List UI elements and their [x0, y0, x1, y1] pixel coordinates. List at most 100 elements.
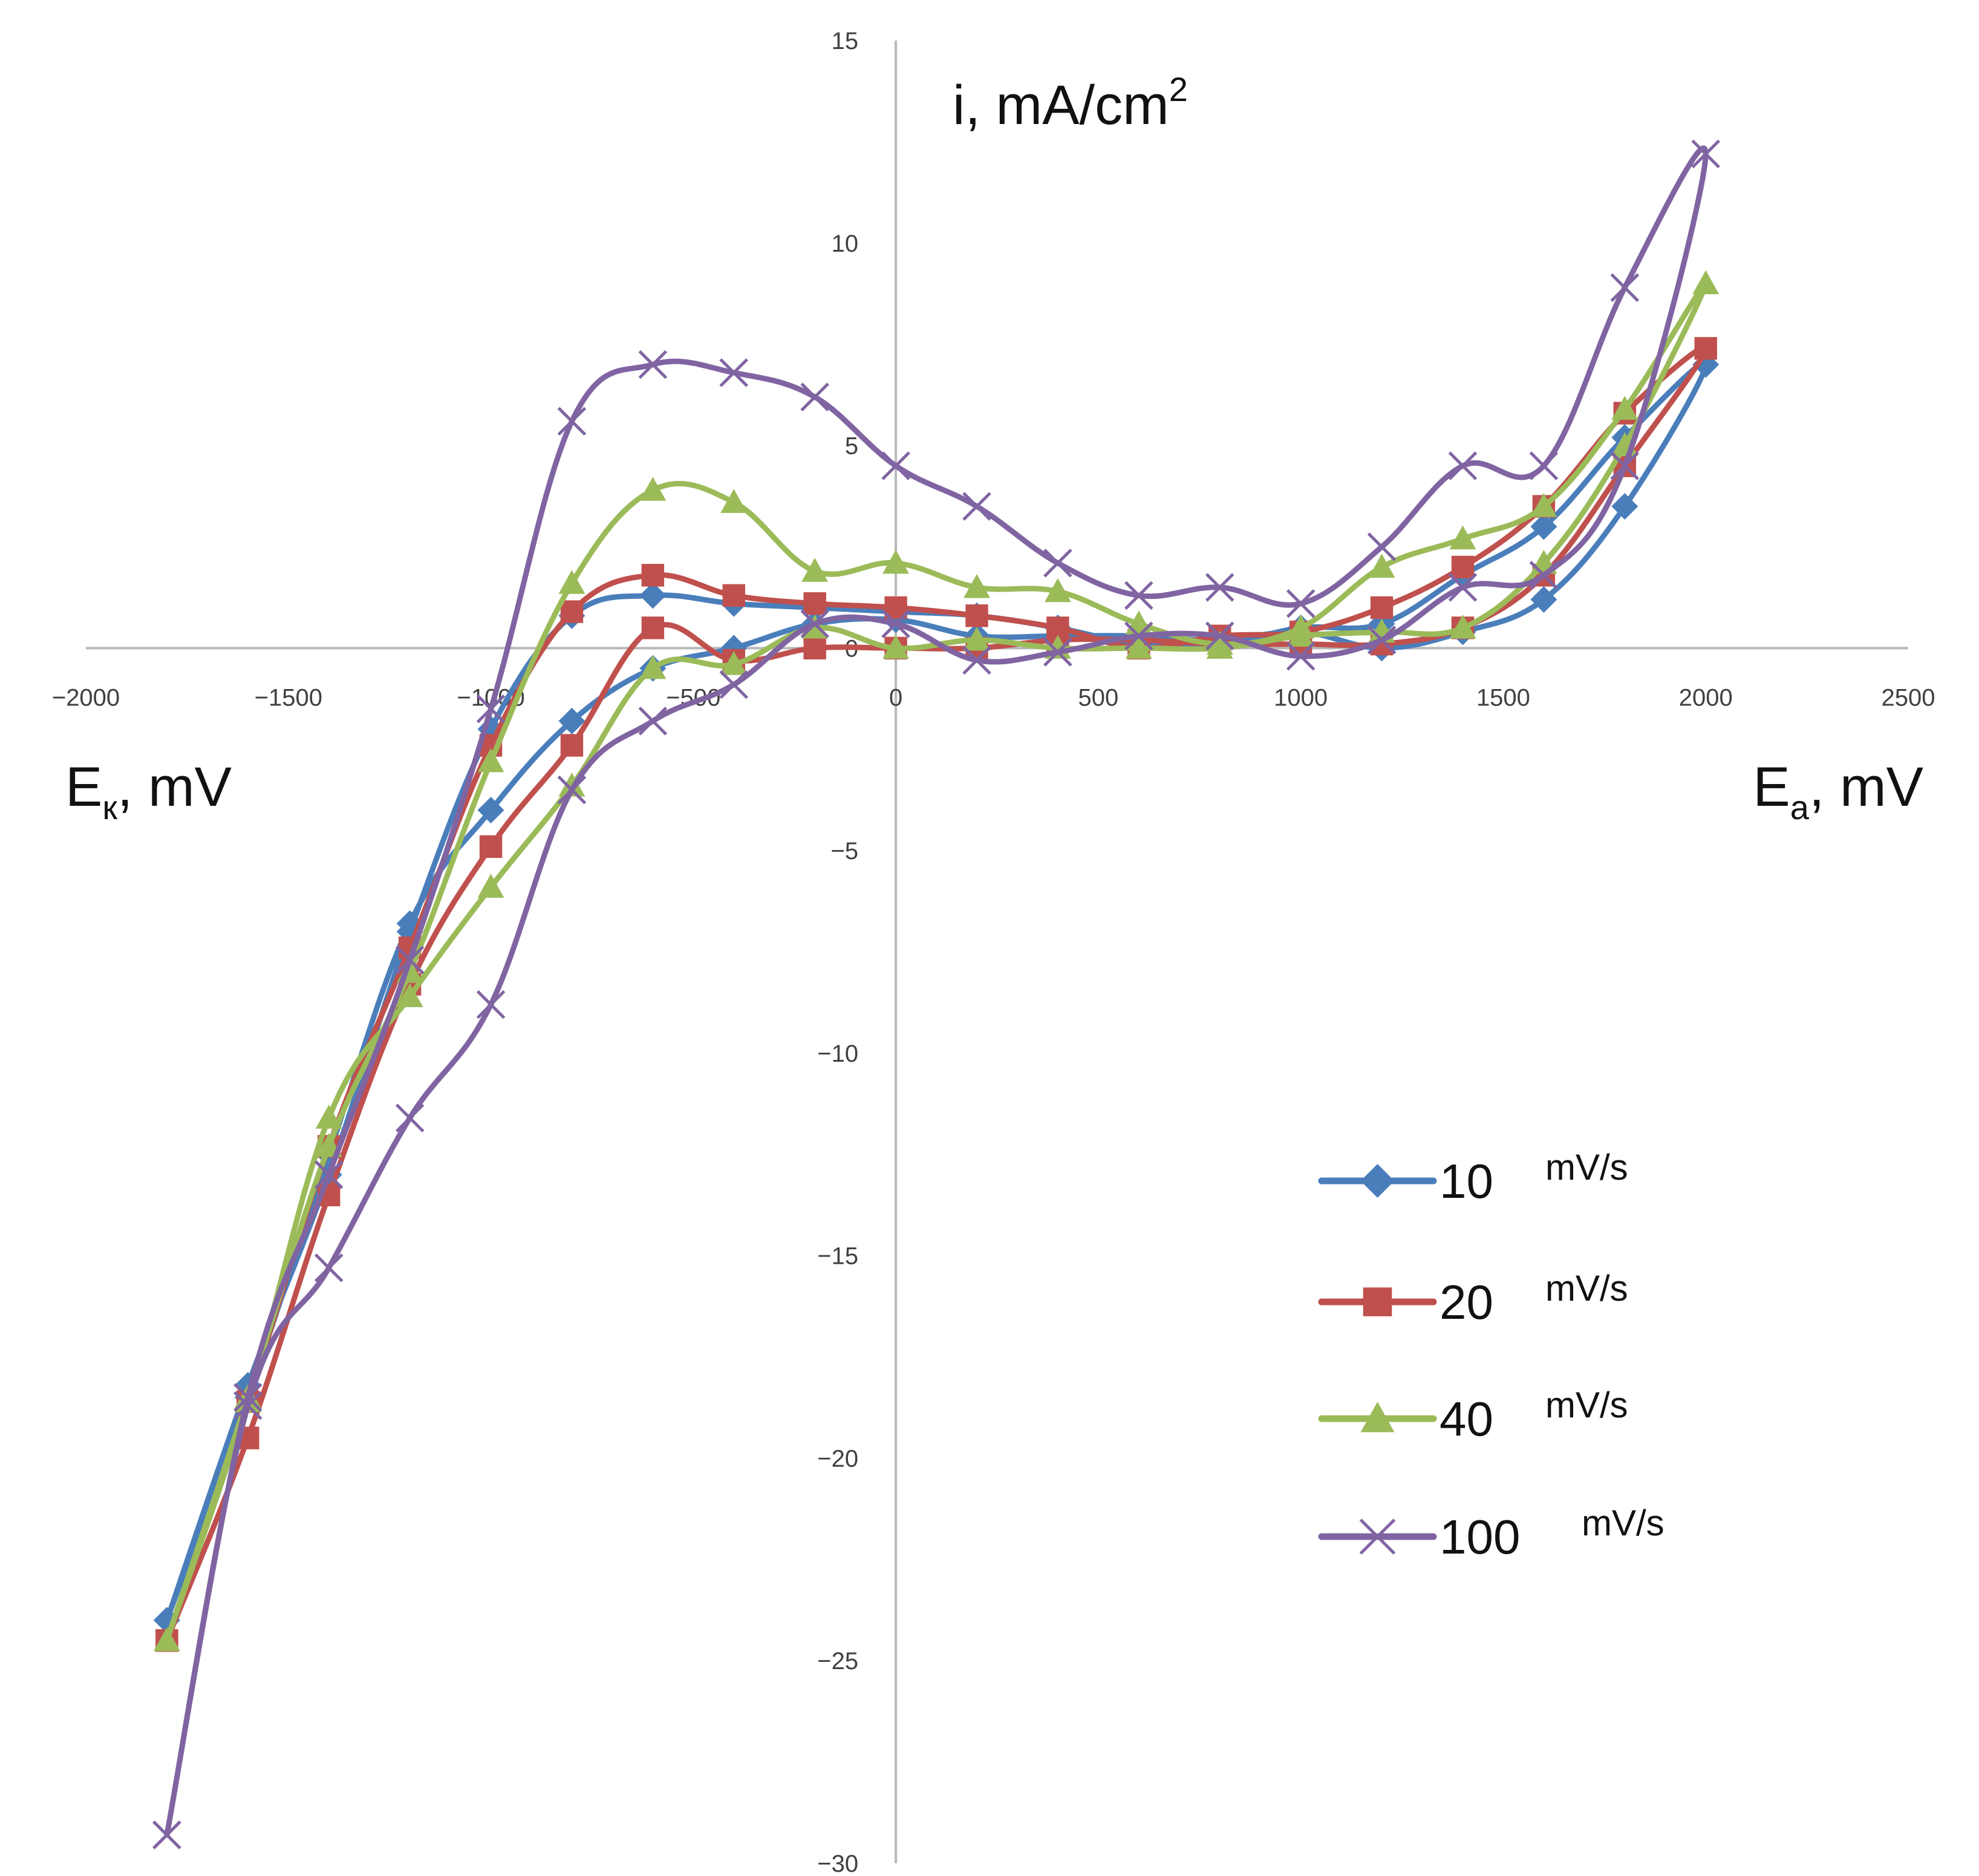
data-point-10: [558, 707, 585, 734]
data-point-100: [1367, 626, 1397, 655]
data-point-20: [479, 835, 503, 858]
data-point-20: [803, 592, 826, 615]
data-point-20: [641, 564, 665, 587]
legend-label-20: 20: [1439, 1275, 1493, 1329]
data-point-20: [1370, 596, 1394, 619]
series-layer: [152, 139, 1720, 1849]
data-point-40: [720, 651, 748, 675]
data-point-100: [1529, 451, 1559, 480]
data-point-100: [476, 990, 506, 1019]
data-point-40: [396, 983, 423, 1007]
x-tick-label: 500: [1078, 684, 1119, 711]
data-point-20: [560, 734, 584, 757]
data-point-100: [395, 1103, 425, 1132]
y-tick-label: 15: [832, 28, 859, 54]
x-tick-label: 2000: [1679, 684, 1733, 711]
data-point-100: [1448, 573, 1478, 602]
data-point-40: [1449, 525, 1476, 550]
data-point-20: [560, 600, 584, 623]
x-axis-label-cathodic: Eк, mV: [65, 756, 232, 826]
data-point-40: [639, 477, 667, 501]
data-point-100: [1610, 273, 1640, 302]
y-tick-label: −25: [817, 1648, 858, 1675]
data-point-40: [1125, 635, 1152, 659]
legend-marker-40: [1360, 1402, 1395, 1433]
legend-marker-100: [1359, 1518, 1396, 1555]
data-point-100: [1529, 561, 1559, 590]
data-point-10: [1530, 586, 1557, 613]
data-point-40: [1368, 554, 1395, 578]
y-tick-label: −30: [817, 1851, 858, 1876]
data-point-10: [1530, 513, 1557, 540]
data-point-100: [1124, 581, 1153, 610]
data-point-100: [881, 451, 910, 480]
data-point-100: [962, 645, 991, 675]
legend-item-20: 20 mV/s: [1318, 1268, 1628, 1329]
data-point-100: [1448, 451, 1478, 480]
data-point-100: [719, 670, 749, 699]
data-point-40: [1044, 578, 1071, 603]
x-tick-label: 1500: [1476, 684, 1530, 711]
series-line-100: [164, 145, 1709, 1838]
data-point-40: [315, 1105, 342, 1129]
data-point-100: [152, 1820, 181, 1849]
data-point-40: [882, 549, 910, 574]
data-point-100: [638, 707, 668, 736]
data-point-40: [1611, 396, 1638, 420]
data-point-20: [1694, 337, 1717, 360]
x-axis-label-anodic: Ea, mV: [1753, 756, 1923, 826]
data-point-20: [965, 604, 988, 627]
data-point-40: [558, 570, 585, 594]
data-point-100: [1205, 573, 1234, 602]
legend-item-100: 100 mV/s: [1318, 1503, 1664, 1564]
data-point-100: [1691, 139, 1720, 169]
data-point-100: [638, 350, 668, 379]
legend-marker-20: [1363, 1287, 1392, 1316]
x-tick-label: 2500: [1882, 684, 1935, 711]
data-point-100: [233, 1383, 262, 1412]
data-point-20: [641, 616, 665, 639]
legend-label-10: 10: [1439, 1154, 1493, 1208]
x-tick-label: 1000: [1274, 684, 1328, 711]
data-point-100: [1043, 548, 1072, 578]
legend-unit-100: mV/s: [1582, 1503, 1664, 1543]
y-tick-label: −15: [817, 1243, 858, 1270]
legend-unit-40: mV/s: [1545, 1385, 1628, 1425]
legend-label-40: 40: [1439, 1392, 1493, 1446]
legend-unit-20: mV/s: [1545, 1268, 1628, 1309]
data-point-100: [557, 407, 587, 436]
data-point-20: [722, 584, 745, 607]
data-point-40: [153, 1627, 180, 1652]
data-point-100: [1205, 621, 1234, 651]
data-point-40: [1449, 614, 1476, 639]
data-point-100: [395, 946, 425, 975]
x-tick-label: −1500: [255, 684, 322, 711]
data-point-100: [233, 1391, 262, 1420]
legend-item-40: 40 mV/s: [1318, 1385, 1628, 1446]
data-point-40: [558, 772, 585, 797]
x-tick-label: −2000: [52, 684, 120, 711]
y-tick-label: −20: [817, 1445, 858, 1472]
data-point-100: [476, 695, 506, 724]
data-point-100: [719, 358, 749, 387]
data-point-100: [1367, 532, 1397, 561]
legend-label-100: 100: [1439, 1510, 1520, 1564]
data-point-20: [1451, 555, 1475, 579]
y-axis-label: i, mA/cm2: [953, 70, 1188, 136]
data-point-100: [1286, 589, 1316, 618]
data-point-100: [557, 775, 587, 805]
data-point-40: [882, 635, 910, 659]
y-tick-label: 10: [832, 230, 859, 257]
data-point-20: [803, 636, 826, 660]
data-point-40: [801, 558, 829, 582]
x-tick-label: 0: [889, 684, 902, 711]
data-point-100: [800, 382, 829, 411]
data-point-40: [477, 748, 504, 773]
data-point-100: [1610, 451, 1640, 480]
y-tick-label: −5: [831, 838, 859, 864]
data-point-40: [1530, 492, 1557, 517]
legend-item-10: 10 mV/s: [1318, 1147, 1628, 1208]
data-point-40: [963, 574, 991, 598]
data-point-100: [1286, 641, 1316, 671]
data-point-100: [1043, 638, 1072, 667]
